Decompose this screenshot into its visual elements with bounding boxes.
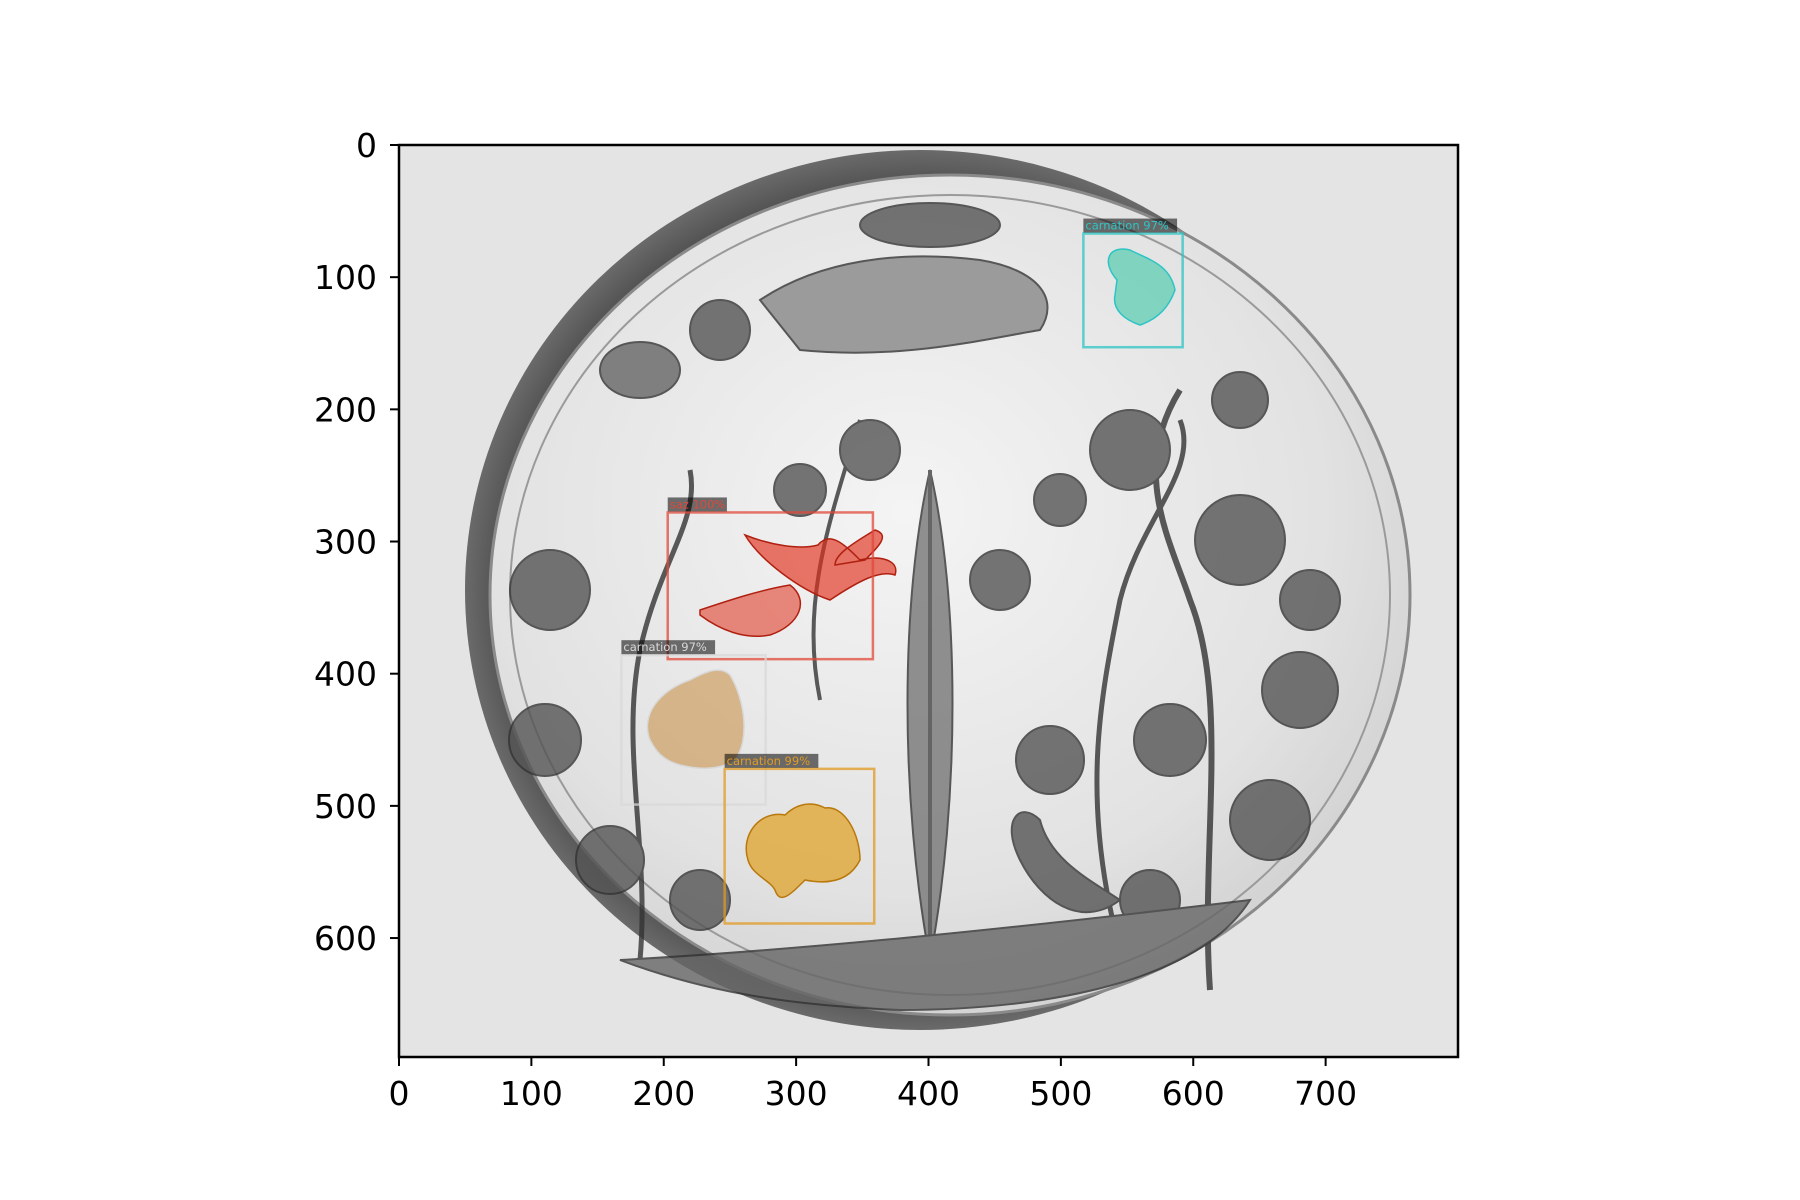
detection-label: carnation 97%	[1085, 219, 1169, 233]
photo: carnation 97% saz 100% carnation 97% carnat…	[399, 145, 1458, 1057]
detection-box	[1082, 232, 1184, 349]
y-tick-label: 100	[314, 258, 377, 297]
detection-label-background	[724, 753, 819, 768]
x-tick-label: 600	[1162, 1074, 1225, 1113]
x-tick-label: 500	[1029, 1074, 1092, 1113]
detection-label-background	[621, 640, 716, 655]
detection-label-background	[1083, 218, 1178, 233]
y-tick-label: 400	[314, 655, 377, 694]
detection-label-background	[667, 497, 727, 512]
detection-label: carnation 97%	[623, 640, 707, 654]
x-tick-label: 200	[632, 1074, 695, 1113]
x-axis: 0 100 200 300 400 500 600 700	[389, 1057, 1357, 1113]
detection-label: carnation 99%	[727, 754, 811, 768]
y-tick-label: 600	[314, 919, 377, 958]
detection-box	[723, 767, 876, 925]
mask-carnation-bottom	[745, 803, 861, 899]
y-tick-label: 300	[314, 523, 377, 562]
y-tick-label: 0	[356, 126, 377, 165]
y-axis: 0 100 200 300 400 500 600	[314, 126, 399, 958]
y-tick-label: 200	[314, 390, 377, 429]
detection-label: saz 100%	[670, 497, 726, 511]
mask-carnation-middle	[646, 669, 745, 770]
detection-masks	[646, 248, 1176, 899]
x-tick-label: 0	[389, 1074, 410, 1113]
mask-saz-tail	[699, 584, 801, 637]
detection-boxes: carnation 97% saz 100% carnation 97% carnat…	[620, 218, 1184, 925]
x-tick-label: 700	[1294, 1074, 1357, 1113]
plate-decoration	[508, 202, 1341, 1012]
y-tick-label: 500	[314, 787, 377, 826]
detection-box	[620, 653, 767, 806]
mask-carnation-top	[1107, 248, 1176, 326]
mask-saz	[743, 529, 897, 601]
detection-box	[666, 511, 875, 661]
x-tick-label: 300	[765, 1074, 828, 1113]
x-tick-label: 100	[500, 1074, 563, 1113]
x-tick-label: 400	[897, 1074, 960, 1113]
